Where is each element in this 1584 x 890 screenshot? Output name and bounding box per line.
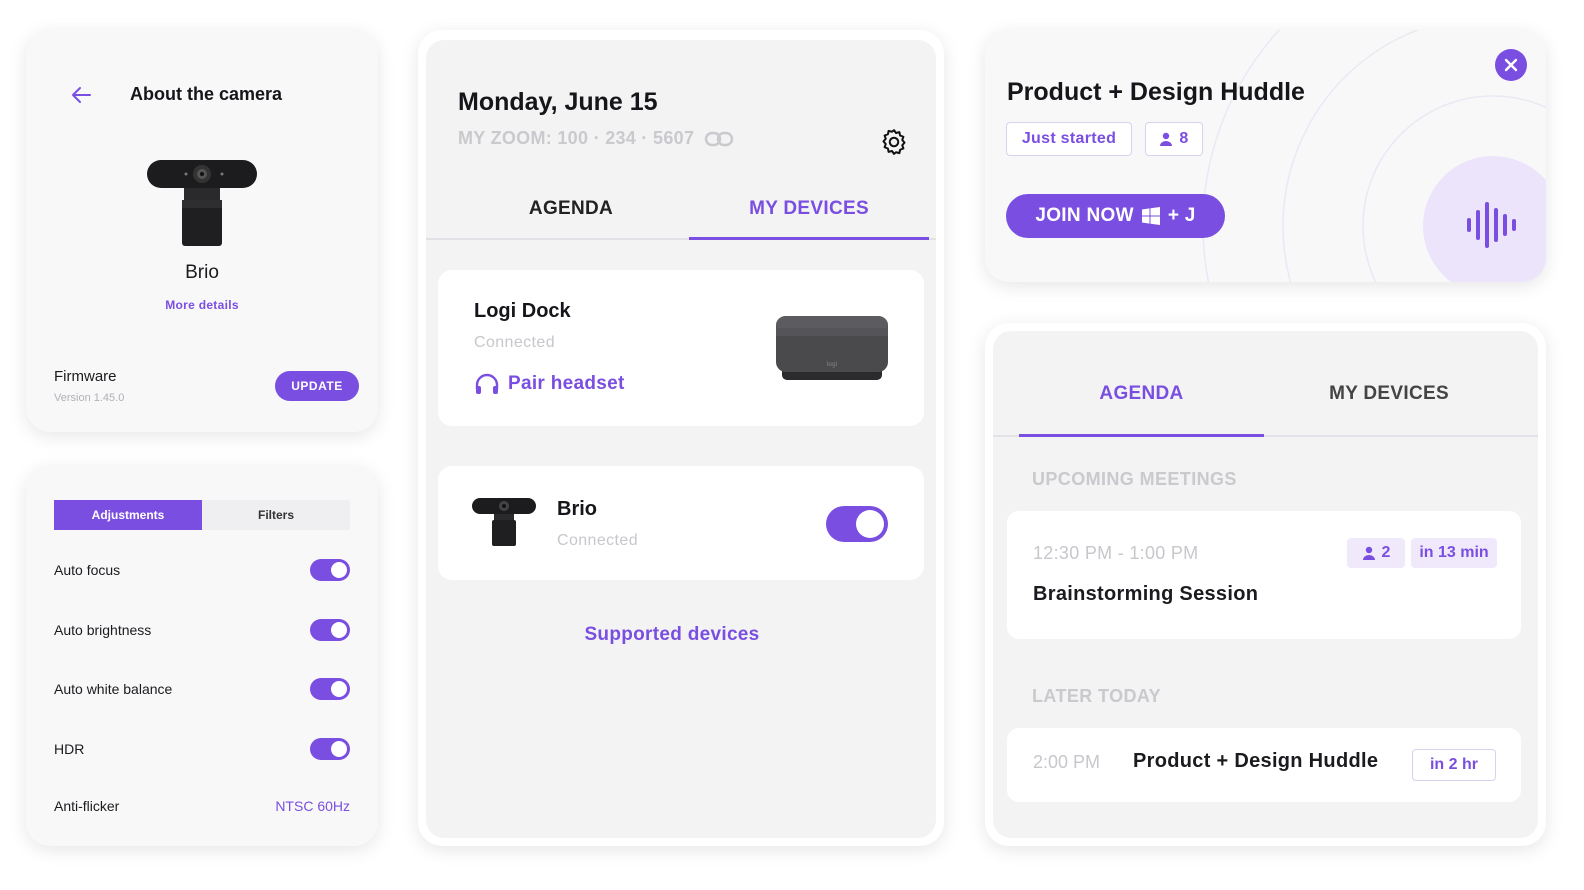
participants-badge: 2: [1347, 538, 1405, 568]
sound-waves-decoration: [1202, 30, 1546, 282]
anti-flicker-value[interactable]: NTSC 60Hz: [275, 798, 350, 814]
tab-adjustments[interactable]: Adjustments: [54, 500, 202, 530]
tab-agenda[interactable]: AGENDA: [1019, 383, 1264, 437]
join-shortcut: + J: [1167, 205, 1196, 226]
tab-agenda[interactable]: AGENDA: [528, 198, 614, 219]
device-card-logi-dock[interactable]: Logi Dock Connected Pair headset logi: [438, 270, 924, 426]
devices-panel: Monday, June 15 MY ZOOM: 100 · 234 · 560…: [418, 30, 944, 846]
meeting-item-huddle[interactable]: 2:00 PM Product + Design Huddle in 2 hr: [1007, 728, 1521, 802]
adjustments-segmented-control: Adjustments Filters: [54, 500, 350, 530]
device-name: Brio: [557, 498, 597, 520]
setting-row-auto-brightness: Auto brightness: [54, 617, 350, 643]
about-camera-card: About the camera Brio More details Firmw…: [26, 30, 378, 432]
agenda-panel-body: AGENDA MY DEVICES UPCOMING MEETINGS 12:3…: [993, 331, 1538, 838]
setting-row-anti-flicker[interactable]: Anti-flicker NTSC 60Hz: [54, 793, 350, 819]
pair-headset-button[interactable]: Pair headset: [474, 372, 625, 396]
tab-filters[interactable]: Filters: [257, 508, 294, 522]
setting-label: Auto focus: [54, 562, 121, 578]
participants-count: 8: [1179, 130, 1189, 147]
meeting-title: Product + Design Huddle: [1007, 78, 1305, 106]
device-name: Brio: [185, 262, 219, 283]
date-heading: Monday, June 15: [458, 88, 658, 116]
person-icon: [1160, 132, 1173, 146]
my-zoom-id: MY ZOOM: 100 · 234 · 5607: [458, 128, 734, 149]
device-status: Connected: [557, 532, 638, 549]
setting-label: HDR: [54, 741, 85, 757]
status-badge: Just started: [1006, 122, 1132, 156]
meeting-name: Brainstorming Session: [1033, 583, 1259, 605]
my-zoom-text: MY ZOOM: 100 · 234 · 5607: [458, 128, 695, 148]
setting-label: Auto white balance: [54, 681, 173, 697]
setting-row-auto-white-balance: Auto white balance: [54, 676, 350, 702]
back-arrow-icon[interactable]: [70, 84, 92, 106]
link-icon[interactable]: [704, 130, 734, 148]
panel-tabs: AGENDA MY DEVICES: [993, 375, 1538, 437]
auto-focus-toggle[interactable]: [310, 559, 350, 581]
gear-icon[interactable]: [879, 127, 909, 157]
setting-row-auto-focus: Auto focus: [54, 557, 350, 583]
brio-toggle[interactable]: [826, 506, 888, 542]
device-name: Logi Dock: [474, 300, 571, 322]
meeting-time: 12:30 PM - 1:00 PM: [1033, 543, 1199, 563]
meeting-item-brainstorming[interactable]: 12:30 PM - 1:00 PM Brainstorming Session…: [1007, 511, 1521, 639]
setting-label: Auto brightness: [54, 622, 152, 638]
close-button[interactable]: [1495, 49, 1527, 81]
brio-camera-thumbnail: [472, 498, 536, 546]
page-title: About the camera: [129, 84, 283, 104]
meeting-time: 2:00 PM: [1033, 752, 1101, 772]
participants-badge: 8: [1145, 122, 1203, 156]
meeting-card: Product + Design Huddle Just started 8 J…: [985, 30, 1546, 282]
brio-camera-image: [147, 160, 257, 246]
upcoming-meetings-header: UPCOMING MEETINGS: [1032, 469, 1237, 489]
time-until-badge: in 2 hr: [1412, 749, 1496, 781]
participants-count: 2: [1381, 544, 1391, 561]
tab-my-devices[interactable]: MY DEVICES: [689, 198, 929, 240]
setting-row-hdr: HDR: [54, 736, 350, 762]
panel-tabs: AGENDA MY DEVICES: [426, 190, 936, 240]
agenda-panel: AGENDA MY DEVICES UPCOMING MEETINGS 12:3…: [985, 323, 1546, 846]
headset-icon: [475, 373, 499, 394]
supported-devices-link[interactable]: Supported devices: [584, 624, 760, 645]
later-today-header: LATER TODAY: [1032, 686, 1162, 706]
close-icon: [1504, 58, 1518, 72]
join-now-button[interactable]: JOIN NOW + J: [1006, 194, 1225, 238]
time-until-badge: in 13 min: [1411, 538, 1497, 568]
auto-white-balance-toggle[interactable]: [310, 678, 350, 700]
logi-dock-image: logi: [776, 316, 888, 380]
meeting-name: Product + Design Huddle: [1133, 750, 1379, 772]
hdr-toggle[interactable]: [310, 738, 350, 760]
person-icon: [1362, 546, 1375, 560]
setting-label: Anti-flicker: [54, 798, 120, 814]
device-card-brio: Brio Connected: [438, 466, 924, 580]
audio-waveform-icon: [1467, 202, 1516, 248]
auto-brightness-toggle[interactable]: [310, 619, 350, 641]
adjustments-card: Adjustments Filters Auto focus Auto brig…: [26, 466, 378, 846]
firmware-version: Version 1.45.0: [54, 392, 125, 404]
firmware-label: Firmware: [54, 368, 117, 385]
more-details-link[interactable]: More details: [165, 298, 239, 312]
pair-headset-label: Pair headset: [508, 373, 625, 394]
update-button[interactable]: UPDATE: [275, 371, 359, 401]
device-status: Connected: [474, 334, 555, 351]
devices-panel-body: Monday, June 15 MY ZOOM: 100 · 234 · 560…: [426, 40, 936, 838]
svg-text:logi: logi: [827, 361, 838, 368]
tab-my-devices[interactable]: MY DEVICES: [1329, 383, 1449, 404]
join-now-label: JOIN NOW: [1035, 205, 1134, 226]
windows-key-icon: [1141, 207, 1160, 225]
